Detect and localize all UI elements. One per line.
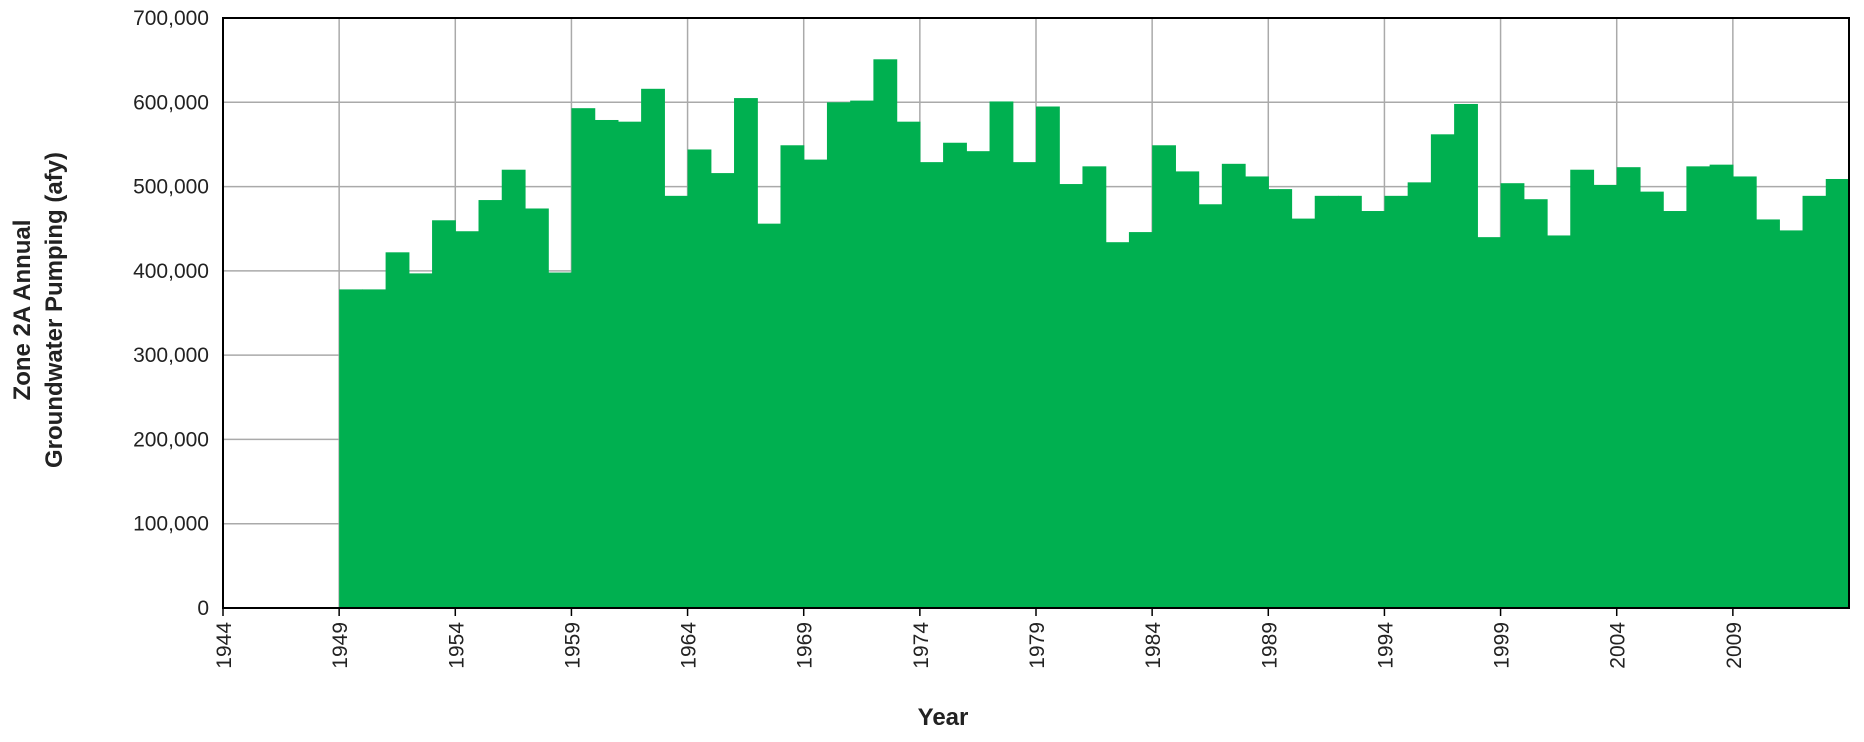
step-bar bbox=[385, 252, 410, 609]
x-tick-label: 1974 bbox=[910, 622, 933, 669]
y-tick-label: 100,000 bbox=[133, 513, 209, 536]
x-tick-label: 1964 bbox=[678, 622, 701, 669]
step-bar bbox=[1616, 167, 1641, 608]
step-bar bbox=[1709, 164, 1734, 608]
x-tick-label: 1989 bbox=[1258, 622, 1281, 669]
step-bar bbox=[966, 151, 991, 608]
step-bar bbox=[1407, 182, 1432, 608]
step-bar bbox=[896, 121, 921, 609]
step-bar bbox=[1686, 166, 1711, 609]
step-bar bbox=[1570, 169, 1595, 608]
step-bar bbox=[1012, 162, 1037, 608]
step-bar bbox=[873, 59, 898, 609]
step-bar bbox=[594, 119, 619, 608]
x-tick-label: 2004 bbox=[1607, 622, 1630, 669]
step-bar bbox=[757, 223, 782, 608]
step-bar bbox=[1105, 242, 1130, 608]
x-tick-label: 1949 bbox=[329, 622, 352, 669]
step-bar bbox=[1198, 204, 1223, 608]
y-tick-label: 600,000 bbox=[133, 91, 209, 114]
step-bar bbox=[1245, 176, 1269, 608]
step-bar bbox=[524, 208, 549, 608]
step-bar bbox=[710, 173, 735, 609]
step-bar bbox=[1593, 184, 1618, 608]
step-bar bbox=[803, 159, 828, 608]
step-bar bbox=[943, 142, 967, 608]
step-bar bbox=[501, 169, 526, 608]
step-bar bbox=[1500, 183, 1525, 608]
step-bar bbox=[408, 273, 433, 608]
step-bar bbox=[1128, 232, 1153, 609]
step-bar bbox=[362, 289, 387, 608]
step-bar bbox=[1361, 211, 1386, 608]
step-bar bbox=[1221, 163, 1246, 609]
y-tick-label: 700,000 bbox=[133, 7, 209, 30]
x-tick-label: 1994 bbox=[1374, 622, 1397, 669]
step-bar bbox=[850, 100, 874, 608]
step-bar bbox=[455, 231, 480, 608]
step-bar bbox=[1291, 218, 1316, 608]
x-tick-label: 1979 bbox=[1026, 622, 1049, 669]
x-tick-label: 1944 bbox=[213, 622, 236, 669]
step-bar bbox=[1175, 171, 1200, 608]
step-bar bbox=[1082, 166, 1107, 609]
step-bar bbox=[734, 98, 758, 609]
step-bar bbox=[1384, 195, 1409, 609]
step-bar bbox=[989, 101, 1014, 608]
step-bar bbox=[1477, 237, 1502, 608]
step-bar bbox=[1779, 230, 1804, 608]
step-bar bbox=[1825, 178, 1850, 608]
y-tick-label: 400,000 bbox=[133, 260, 209, 283]
y-tick-label: 0 bbox=[197, 597, 209, 620]
step-bar bbox=[1732, 176, 1757, 608]
x-axis-label: Year bbox=[918, 704, 969, 731]
step-bar bbox=[1036, 106, 1060, 608]
plot-frame bbox=[222, 17, 1850, 609]
step-bar bbox=[1802, 195, 1827, 609]
step-bar bbox=[432, 220, 456, 609]
step-bar bbox=[1523, 199, 1548, 608]
step-bar bbox=[1547, 235, 1571, 608]
x-tick-label: 1954 bbox=[445, 622, 468, 669]
step-bar bbox=[1454, 103, 1478, 608]
step-bar bbox=[1268, 189, 1293, 608]
step-bar bbox=[664, 195, 689, 609]
step-bar bbox=[571, 108, 596, 608]
step-bar bbox=[1059, 184, 1084, 609]
step-bar bbox=[687, 149, 712, 608]
y-axis-label: Groundwater Pumping (afy) bbox=[41, 152, 68, 468]
step-bar bbox=[826, 102, 851, 609]
step-bar bbox=[1314, 195, 1339, 609]
y-tick-label: 200,000 bbox=[133, 428, 209, 451]
step-bar bbox=[1663, 211, 1687, 608]
step-bar bbox=[919, 162, 944, 608]
step-bar bbox=[478, 200, 503, 609]
x-tick-label: 1969 bbox=[794, 622, 817, 669]
step-bar bbox=[780, 145, 805, 608]
x-tick-label: 1984 bbox=[1142, 622, 1165, 669]
y-axis-label: Zone 2A Annual bbox=[9, 220, 36, 401]
y-tick-label: 500,000 bbox=[133, 176, 209, 199]
x-tick-label: 2009 bbox=[1723, 622, 1746, 669]
x-tick-label: 1999 bbox=[1491, 622, 1514, 669]
step-bar bbox=[1756, 219, 1780, 608]
step-bar bbox=[641, 88, 665, 609]
step-bar bbox=[548, 272, 573, 608]
step-bar bbox=[339, 289, 363, 608]
step-bar bbox=[617, 121, 642, 609]
x-tick-label: 1959 bbox=[561, 622, 584, 669]
step-bar bbox=[1152, 145, 1176, 608]
y-tick-label: 300,000 bbox=[133, 344, 209, 367]
step-bar bbox=[1337, 195, 1362, 609]
step-bar bbox=[1430, 134, 1455, 609]
step-bar bbox=[1639, 191, 1664, 608]
